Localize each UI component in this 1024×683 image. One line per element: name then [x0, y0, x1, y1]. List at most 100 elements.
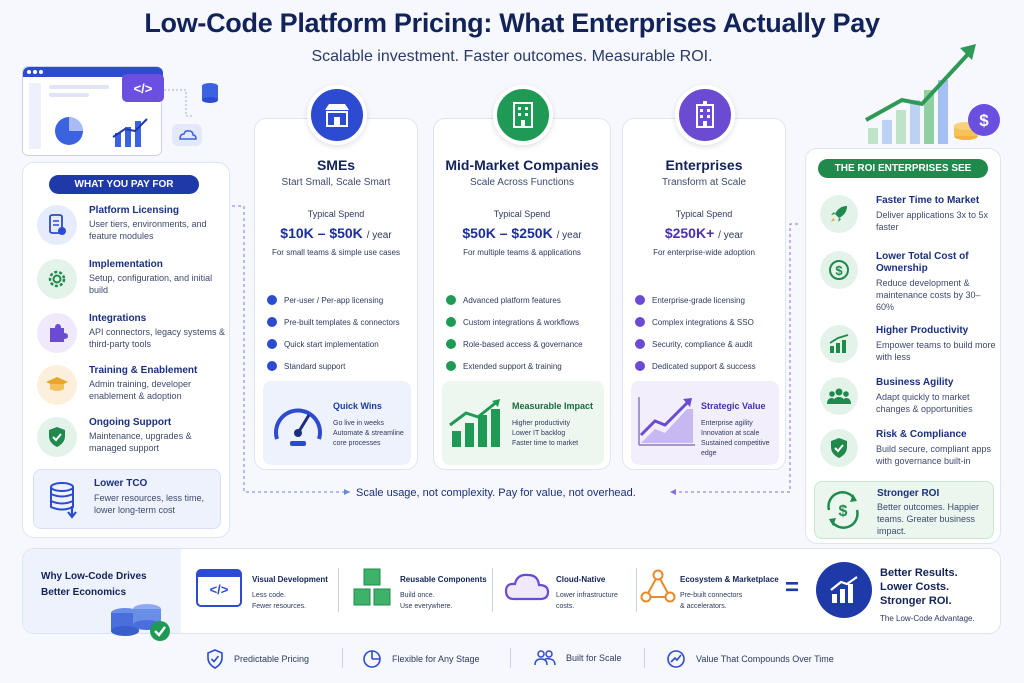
roi-item-risk-compliance: Risk & Compliance Build secure, complian… — [820, 427, 995, 479]
roi-item-title: Faster Time to Market — [876, 195, 980, 206]
list-item: Dedicated support & success — [635, 355, 785, 377]
list-item: Advanced platform features — [446, 289, 596, 311]
roi-item-agility: Business Agility Adapt quickly to market… — [820, 375, 995, 427]
tier-feature-list: Per-user / Per-app licensing Pre-built t… — [267, 289, 417, 377]
growth-bars-icon — [830, 576, 858, 603]
growth-chart-illustration: $ — [865, 44, 1000, 144]
pay-item-training: Training & Enablement Admin training, de… — [37, 363, 227, 413]
stronger-roi-box: $ Stronger ROI Better outcomes. Happier … — [814, 481, 994, 539]
list-item: Pre-built templates & connectors — [267, 311, 417, 333]
roi-heading: THE ROI ENTERPRISES SEE — [818, 159, 988, 178]
document-icon — [37, 205, 77, 245]
tier-box-desc: Go live in weeks Automate & streamline cor… — [333, 420, 404, 447]
roi-item-title: Higher Productivity — [876, 325, 969, 336]
bottom-item-desc: Build once. Use everywhere. — [400, 592, 453, 610]
tier-price: $250K+ / year — [664, 225, 744, 241]
pay-item-integrations: Integrations API connectors, legacy syst… — [37, 311, 227, 361]
pay-item-ongoing-support: Ongoing Support Maintenance, upgrades & … — [37, 415, 227, 465]
tier-subtitle: Transform at Scale — [661, 177, 747, 188]
code-window-icon: </> — [196, 569, 242, 607]
rocket-icon — [820, 195, 858, 233]
list-item: Role-based access & governance — [446, 333, 596, 355]
list-item: Complex integrations & SSO — [635, 311, 785, 333]
measurable-impact-box: Measurable Impact Higher productivity Low… — [442, 381, 604, 465]
pay-item-desc: API connectors, legacy systems & third-p… — [89, 327, 226, 349]
dashboard-illustration: </> — [22, 66, 222, 158]
cloud-icon — [172, 124, 202, 146]
why-title: Why Low-Code Drives Better Economics — [41, 571, 147, 598]
roi-item-desc: Adapt quickly to market changes & opport… — [876, 392, 973, 414]
tier-card-enterprises: Enterprises Transform at Scale Typical S… — [622, 85, 786, 470]
tier-box-title: Measurable Impact — [512, 401, 594, 411]
growth-chart-icon — [820, 325, 858, 363]
list-item: Security, compliance & audit — [635, 333, 785, 355]
pie-chart-icon — [55, 117, 83, 145]
tier-audience: For enterprise-wide adoption — [653, 248, 755, 257]
tier-box-desc: Enterprise agility Innovation at scale Sus… — [701, 420, 770, 457]
footer-value-compounds: Value That Compounds Over Time — [666, 649, 834, 669]
tier-feature-list: Enterprise-grade licensing Complex integ… — [635, 289, 785, 377]
database-check-icon — [111, 604, 170, 641]
tier-subtitle: Scale Across Functions — [470, 177, 574, 188]
cubes-icon — [353, 568, 391, 606]
tco-desc: Fewer resources, less time, lower long-t… — [94, 493, 205, 515]
speedometer-icon — [274, 408, 322, 446]
roi-panel: THE ROI ENTERPRISES SEE Faster Time to M… — [805, 148, 1001, 544]
strategic-value-box: Strategic Value Enterprise agility Innova… — [631, 381, 779, 465]
roi-item-faster-time: Faster Time to Market Deliver applicatio… — [820, 193, 995, 245]
stronger-roi-desc: Better outcomes. Happier teams. Greater … — [877, 502, 980, 536]
trend-area-icon — [638, 397, 695, 446]
pay-item-title: Training & Enablement — [89, 365, 198, 376]
tier-title: Enterprises — [665, 157, 743, 173]
skyscraper-icon — [675, 85, 735, 145]
tier-audience: For small teams & simple use cases — [271, 248, 401, 257]
growth-circle-icon — [667, 650, 685, 668]
pie-chart-icon — [363, 650, 381, 668]
tier-card-smes: SMEs Start Small, Scale Smart Typical Sp… — [254, 85, 418, 470]
connector-lines — [232, 205, 798, 495]
svg-text:$: $ — [835, 263, 843, 278]
tier-box-desc: Higher productivity Lower IT backlog Faste… — [512, 420, 579, 447]
tier-title: Mid-Market Companies — [445, 157, 599, 173]
pay-item-desc: User tiers, environments, and feature mo… — [89, 219, 207, 241]
building-icon — [493, 85, 553, 145]
roi-item-desc: Reduce development & maintenance costs b… — [876, 278, 981, 312]
shield-check-icon — [37, 417, 77, 457]
tier-spend-label: Typical Spend — [307, 209, 365, 219]
roi-item-desc: Deliver applications 3x to 5x faster — [876, 210, 989, 232]
tier-audience: For multiple teams & applications — [463, 248, 581, 257]
tier-title: SMEs — [316, 157, 356, 173]
tier-subtitle: Start Small, Scale Smart — [281, 177, 391, 188]
pay-item-title: Ongoing Support — [89, 417, 172, 428]
pay-item-platform-licensing: Platform Licensing User tiers, environme… — [37, 203, 227, 253]
graduation-cap-icon — [37, 365, 77, 405]
footer-predictable-pricing: Predictable Pricing — [206, 649, 309, 669]
svg-text:$: $ — [839, 503, 848, 520]
bottom-item-desc: Lower infrastructure costs. — [556, 592, 618, 610]
list-item: Enterprise-grade licensing — [635, 289, 785, 311]
list-item: Standard support — [267, 355, 417, 377]
pay-item-desc: Maintenance, upgrades & managed support — [89, 431, 192, 453]
list-item: Quick start implementation — [267, 333, 417, 355]
dollar-icon: $ — [820, 251, 858, 289]
bottom-item-title: Reusable Components — [400, 575, 487, 584]
shield-check-icon — [207, 649, 223, 669]
list-item: Extended support & training — [446, 355, 596, 377]
bar-chart-icon — [112, 118, 148, 147]
bottom-item-desc: Pre-built connectors & accelerators. — [680, 592, 743, 610]
tier-spend-label: Typical Spend — [675, 209, 733, 219]
pay-item-desc: Setup, configuration, and initial build — [89, 273, 213, 295]
pay-item-title: Integrations — [89, 313, 147, 324]
page-title: Low-Code Platform Pricing: What Enterpri… — [144, 8, 880, 38]
equals-sign: = — [785, 574, 800, 601]
shield-icon — [820, 429, 858, 467]
bottom-item-title: Visual Development — [252, 575, 328, 584]
roi-item-lower-tco: $ Lower Total Cost of Ownership Reduce d… — [820, 249, 995, 312]
cloud-icon — [504, 573, 550, 601]
quick-wins-box: Quick Wins Go live in weeks Automate & st… — [263, 381, 411, 465]
people-icon — [820, 377, 858, 415]
roi-item-title: Lower Total Cost of Ownership — [876, 251, 969, 274]
what-you-pay-for-heading: WHAT YOU PAY FOR — [49, 175, 199, 194]
tier-box-title: Strategic Value — [701, 401, 766, 411]
roi-item-desc: Build secure, compliant apps with govern… — [876, 444, 992, 466]
